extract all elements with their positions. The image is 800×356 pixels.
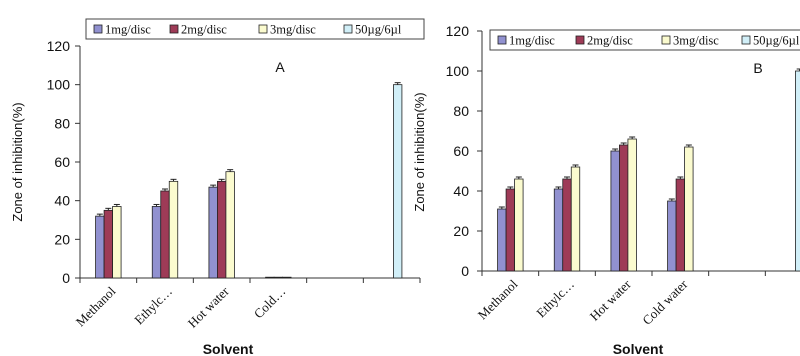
bar-1mg-disc <box>497 208 507 272</box>
bar-3mg-disc <box>112 206 122 279</box>
y-tick-label: 100 <box>47 77 71 93</box>
y-tick-label: 60 <box>54 154 70 170</box>
chart-panel-b: 0 20 40 60 80 100 120 Methanol Ethylc… Hot water C… <box>412 23 800 356</box>
chart-panel-a: 0 20 40 60 80 100 120 Methanol Ethylc… Hot water C… <box>10 18 425 356</box>
bar-3mg-disc <box>168 180 179 279</box>
x-category-label: Methanol <box>475 276 521 322</box>
bar-2mg-disc <box>505 188 515 272</box>
bar-3mg-disc <box>684 146 694 272</box>
legend-entry: 50µg/6µl <box>355 23 402 37</box>
bar-1mg-disc <box>95 215 105 279</box>
legend: 1mg/disc 2mg/disc 3mg/disc 50µg/6µl <box>489 29 800 51</box>
y-tick-label: 0 <box>461 263 469 279</box>
legend-box <box>85 18 425 40</box>
bar-50-g-6-l <box>393 84 403 279</box>
x-category-label: Hot water <box>185 283 233 331</box>
bar-2mg-disc <box>273 276 283 279</box>
y-tick-label: 40 <box>54 193 70 209</box>
bar-3mg-disc <box>570 166 581 272</box>
x-category-label: Ethylc… <box>533 277 577 321</box>
x-category-label: Hot water <box>587 276 635 324</box>
y-tick-label: 80 <box>453 103 469 119</box>
legend-swatch <box>93 24 103 34</box>
y-tick-label: 80 <box>54 115 70 131</box>
legend-entry: 2mg/disc <box>181 23 227 37</box>
bar-3mg-disc <box>627 138 637 272</box>
legend-swatch <box>741 35 751 45</box>
bar-2mg-disc <box>562 178 572 272</box>
bar-1mg-disc <box>265 276 275 279</box>
bar-50-g-6-l <box>795 70 800 272</box>
bar-3mg-disc <box>282 276 292 279</box>
bar-2mg-disc <box>675 178 685 272</box>
bar-1mg-disc <box>208 186 218 279</box>
y-tick-label: 20 <box>453 223 469 239</box>
bar-1mg-disc <box>553 188 564 272</box>
x-axis-title: Solvent <box>613 341 664 356</box>
bar-1mg-disc <box>151 206 162 279</box>
legend-entry: 3mg/disc <box>270 23 316 37</box>
y-axis-title: Zone of inhibition(%) <box>10 102 25 221</box>
y-tick-label: 40 <box>453 183 469 199</box>
legend-entry: 2mg/disc <box>587 34 633 48</box>
legend-swatch <box>575 35 585 45</box>
legend-swatch <box>258 24 268 34</box>
panel-label: A <box>275 59 285 75</box>
x-category-label: Cold… <box>251 284 289 322</box>
legend-entry: 1mg/disc <box>105 23 151 37</box>
y-tick-label: 0 <box>62 270 70 286</box>
legend-entry: 50µg/6µl <box>753 34 800 48</box>
legend: 1mg/disc 2mg/disc 3mg/disc 50µg/6µl <box>85 18 425 40</box>
legend-swatch <box>661 35 671 45</box>
y-tick-label: 60 <box>453 143 469 159</box>
legend-swatch <box>497 35 507 45</box>
legend-entry: 3mg/disc <box>673 34 719 48</box>
legend-entry: 1mg/disc <box>509 34 555 48</box>
y-axis-title: Zone of inhibition(%) <box>412 92 427 211</box>
legend-swatch <box>169 24 179 34</box>
bar-2mg-disc <box>619 144 629 272</box>
bar-2mg-disc <box>160 190 170 279</box>
bar-3mg-disc <box>225 171 235 279</box>
x-category-label: Ethylc… <box>131 284 175 328</box>
y-tick-label: 120 <box>446 23 470 39</box>
y-tick-label: 100 <box>446 63 470 79</box>
x-axis-title: Solvent <box>203 341 254 356</box>
bar-1mg-disc <box>610 150 620 272</box>
bar-3mg-disc <box>514 178 524 272</box>
y-tick-label: 120 <box>47 38 71 54</box>
panel-label: B <box>753 60 762 76</box>
x-category-label: Cold water <box>639 276 691 328</box>
bar-1mg-disc <box>667 200 677 272</box>
bar-2mg-disc <box>217 180 227 279</box>
legend-swatch <box>343 24 353 34</box>
x-category-label: Methanol <box>73 283 119 329</box>
legend-box <box>489 29 800 51</box>
y-tick-label: 20 <box>54 231 70 247</box>
bar-2mg-disc <box>103 209 113 279</box>
